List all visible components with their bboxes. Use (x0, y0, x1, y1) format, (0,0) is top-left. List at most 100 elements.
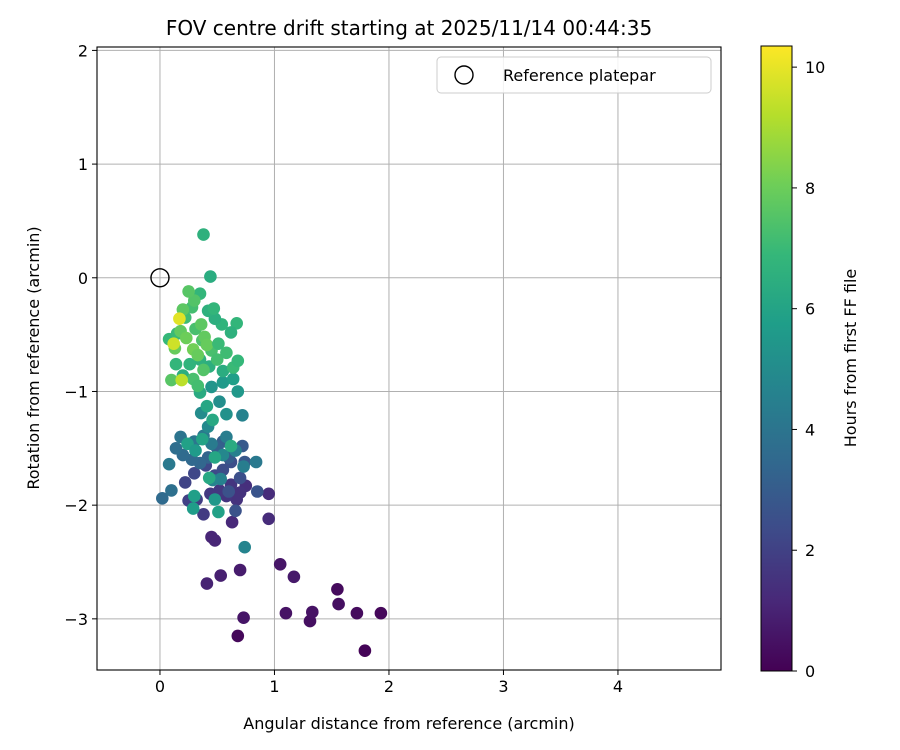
data-point (262, 487, 276, 501)
y-tick-label: 0 (78, 269, 88, 288)
y-axis-label: Rotation from reference (arcmin) (24, 226, 43, 489)
chart-title: FOV centre drift starting at 2025/11/14 … (166, 16, 652, 40)
legend: Reference platepar (436, 56, 712, 94)
grid-lines (97, 47, 721, 670)
data-point (165, 484, 178, 497)
data-point (197, 228, 210, 241)
data-point (237, 460, 250, 473)
legend-entry-label: Reference platepar (503, 66, 656, 85)
data-point (200, 399, 214, 413)
data-point (194, 318, 208, 331)
data-point (210, 353, 224, 366)
colorbar-label: Hours from first FF file (841, 269, 860, 448)
x-tick-label: 2 (384, 677, 394, 696)
data-point (162, 457, 176, 471)
data-point (169, 442, 183, 455)
data-point (205, 530, 218, 544)
data-point (212, 505, 225, 519)
x-axis-label: Angular distance from reference (arcmin) (243, 714, 574, 733)
data-point (188, 294, 201, 307)
data-point (224, 439, 238, 453)
data-point (205, 380, 218, 394)
x-axis-ticks: 0 1 2 3 4 (155, 670, 623, 696)
data-point (250, 485, 264, 498)
data-point (249, 455, 263, 469)
reference-platepar-marker (150, 268, 170, 288)
data-point (222, 485, 235, 498)
colorbar-tick-label: 6 (805, 300, 815, 319)
data-point (191, 379, 205, 393)
data-point (200, 338, 214, 352)
data-point (287, 570, 301, 584)
data-point (200, 577, 214, 590)
data-point (231, 354, 245, 368)
data-point (197, 508, 210, 521)
data-point (224, 326, 238, 339)
y-tick-label: 1 (78, 155, 88, 174)
data-point (214, 569, 227, 582)
colorbar-tick-label: 10 (805, 58, 825, 77)
data-point (220, 346, 233, 360)
data-point (216, 364, 230, 378)
y-tick-label: −2 (64, 496, 88, 515)
x-tick-label: 0 (155, 677, 165, 696)
data-point (231, 629, 245, 643)
data-point (236, 409, 249, 422)
data-point (331, 583, 344, 596)
y-axis-ticks: −3 −2 −1 0 1 2 (64, 41, 97, 629)
x-tick-label: 1 (269, 677, 279, 696)
data-point (183, 357, 196, 371)
data-point (358, 644, 372, 657)
data-point (189, 444, 202, 457)
data-point (182, 285, 195, 298)
data-point (231, 385, 245, 398)
legend-marker (454, 65, 474, 85)
data-point (208, 493, 222, 506)
colorbar-tick-label: 8 (805, 179, 815, 198)
colorbar-tick-label: 4 (805, 420, 815, 439)
data-point (273, 558, 287, 571)
data-point (204, 270, 217, 283)
data-point (238, 540, 251, 554)
data-point (169, 357, 183, 371)
data-point (188, 489, 201, 503)
data-point (180, 331, 193, 345)
data-point (208, 451, 222, 464)
data-point (332, 597, 345, 611)
data-point (173, 312, 186, 326)
data-point (196, 432, 209, 446)
data-point (374, 606, 388, 620)
data-point (178, 476, 192, 489)
data-point (191, 348, 205, 362)
data-point (156, 492, 169, 505)
data-point (197, 363, 210, 377)
legend-box (436, 56, 712, 94)
data-point (226, 372, 240, 386)
colorbar-tick-label: 2 (805, 541, 815, 560)
data-point (237, 611, 250, 624)
data-points (156, 228, 388, 657)
data-point (233, 563, 247, 577)
data-point (216, 376, 230, 389)
colorbar-tick-label: 0 (805, 662, 815, 681)
colorbar-ticks: 0 2 4 6 8 10 (792, 58, 825, 681)
data-point (220, 407, 233, 421)
data-point (225, 515, 239, 529)
data-point (229, 504, 242, 518)
x-tick-label: 4 (613, 677, 623, 696)
data-point (206, 413, 219, 427)
data-point (233, 471, 247, 485)
data-point (350, 606, 364, 620)
data-point (230, 493, 243, 506)
plot-frame (96, 46, 722, 671)
data-point (230, 317, 243, 330)
y-tick-label: 2 (78, 41, 88, 60)
y-tick-label: −1 (64, 382, 88, 401)
data-point (167, 337, 180, 351)
data-point (306, 605, 319, 619)
colorbar: 0 2 4 6 8 10 Hours from first FF file (760, 45, 860, 681)
y-tick-label: −3 (64, 610, 88, 629)
data-point (165, 373, 178, 387)
data-point (188, 467, 201, 480)
